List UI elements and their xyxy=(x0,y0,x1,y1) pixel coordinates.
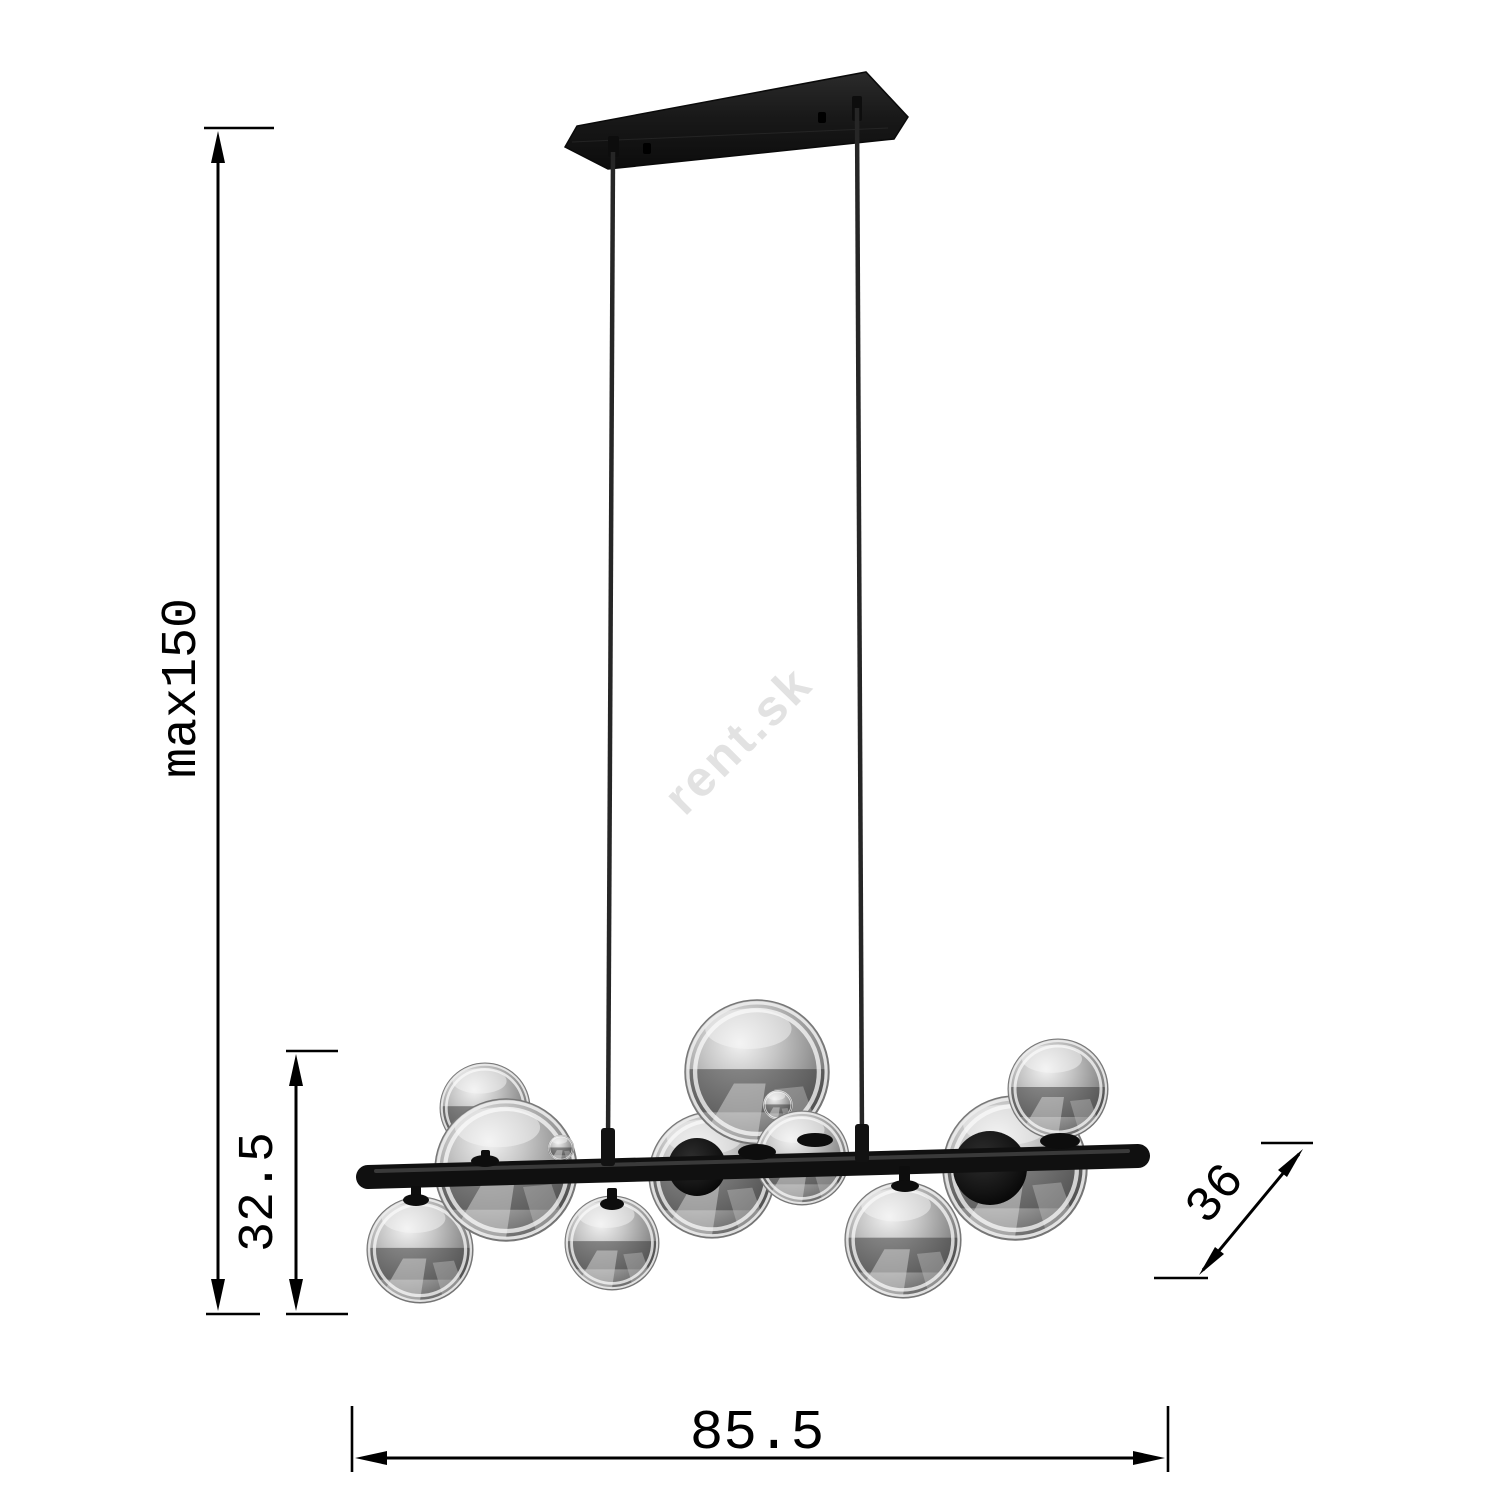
glass-globe xyxy=(845,1182,961,1298)
canopy-hole-right xyxy=(818,112,826,123)
cable-stub-left xyxy=(608,136,619,157)
dimension-max-height: max150 xyxy=(154,126,274,1316)
ceiling-canopy xyxy=(563,71,909,170)
dimension-label-width: 85.5 xyxy=(690,1401,824,1465)
fixture-rod xyxy=(356,1144,1150,1189)
dimension-depth: 36 xyxy=(1154,1141,1313,1280)
glass-globe xyxy=(1008,1039,1108,1139)
dimension-label-max-height: max150 xyxy=(154,598,211,778)
dimension-label-fixture-height: 32.5 xyxy=(231,1132,288,1252)
suspension-cable-left xyxy=(605,151,616,1147)
suspension-cable-right xyxy=(854,107,865,1143)
glass-globe xyxy=(565,1196,659,1290)
globe-sockets xyxy=(403,1133,1080,1210)
cable-connector-left xyxy=(601,1128,615,1166)
suspension-cables xyxy=(605,107,865,1147)
pendant-fixture xyxy=(356,1000,1150,1303)
cable-connector-right xyxy=(855,1124,869,1162)
dimension-label-depth: 36 xyxy=(1175,1154,1257,1237)
dimension-width: 85.5 xyxy=(350,1401,1170,1472)
dimension-fixture-height: 32.5 xyxy=(231,1049,348,1316)
watermark: rent.sk xyxy=(653,655,823,825)
canopy-hole-left xyxy=(643,143,651,154)
glass-bubble xyxy=(548,1135,574,1161)
